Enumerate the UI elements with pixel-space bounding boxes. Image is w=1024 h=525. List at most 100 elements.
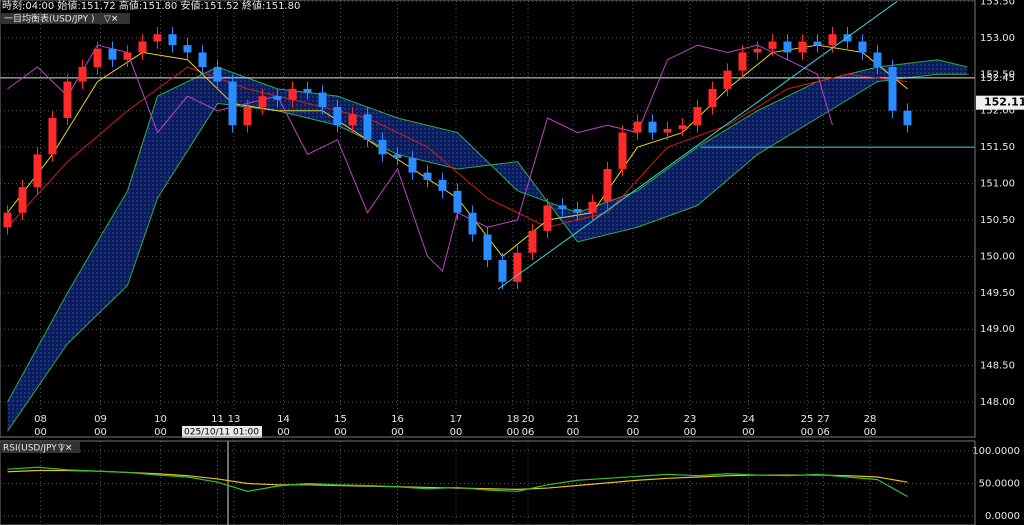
candle-body [408,158,417,173]
candle-body [633,121,642,133]
x-tick-sublabel: 00 [94,427,107,438]
candle-body [378,139,387,155]
y-tick-label: 150.00 [980,251,1015,262]
indicator-bar[interactable] [0,13,130,24]
candle-body [183,45,192,53]
candle-body [198,52,207,68]
rsi-bar[interactable] [0,442,80,453]
y-tick-label: 50.0000 [979,479,1020,490]
x-tick-label: 21 [567,414,580,425]
candle-body [393,154,402,159]
candle-body [573,209,582,213]
cloud-span [7,73,968,432]
x-tick-label: 23 [684,414,697,425]
x-tick-sublabel: 00 [277,427,290,438]
x-tick-label: 09 [94,414,107,425]
candle-body [738,52,747,71]
candle-body [303,88,312,93]
x-tick-sublabel: 00 [391,427,404,438]
last-price-box [976,95,1024,110]
x-tick-label: 17 [450,414,463,425]
x-tick-sublabel: 06 [817,427,830,438]
cloud-area [7,59,968,432]
candle-body [903,110,912,126]
x-tick-sublabel: 00 [334,427,347,438]
candle-body [33,154,42,188]
candle-body [63,81,72,118]
x-tick-label: 14 [277,414,290,425]
candle-body [813,41,822,46]
menu-icon[interactable]: ▽✕ [104,15,118,25]
x-tick-sublabel: 06 [522,427,535,438]
x-tick-sublabel: 00 [34,427,47,438]
candle-body [363,114,372,140]
candle-body [783,41,792,53]
indicator-line [7,44,833,272]
x-tick-sublabel: 00 [684,427,697,438]
candle-body [858,41,867,53]
x-tick-sublabel: 00 [742,427,755,438]
x-tick-label: 11 [211,414,224,425]
menu-icon[interactable]: ▽✕ [58,444,72,454]
candle-body [468,212,477,235]
y-tick-label: 151.00 [980,179,1015,190]
candle-body [558,205,567,210]
candle-body [693,107,702,126]
candle-body [213,67,222,82]
rsi-line [7,466,908,498]
candle-body [543,205,552,231]
candle-body [243,107,252,126]
rsi-frame [0,440,976,525]
y-tick-label: 148.50 [980,361,1015,372]
candle-body [48,117,57,155]
candle-body [348,114,357,126]
candle-body [843,34,852,42]
candle-body [153,34,162,42]
trendline [497,1,898,290]
candle-body [528,230,537,253]
candle-body [498,260,507,282]
x-tick-label: 22 [627,414,640,425]
candle-body [138,41,147,53]
candle-body [588,201,597,213]
y-tick-label: 153.50 [980,0,1015,7]
ohlc-info: 時刻:04:00 始値:151.72 高値:151.80 安値:151.52 終… [2,0,300,12]
candle-body [18,187,27,213]
y-tick-label: 148.00 [980,397,1015,408]
x-tick-sublabel: 00 [154,427,167,438]
candle-body [768,41,777,49]
x-tick-label: 16 [391,414,404,425]
candle-body [798,41,807,53]
candle-body [678,125,687,129]
hline-label: 152.45 [980,73,1015,84]
candle-body [168,34,177,46]
x-tick-sublabel: 00 [507,427,520,438]
candle-body [228,81,237,126]
y-tick-label: 149.50 [980,288,1015,299]
x-tick-label: 08 [34,414,47,425]
candle-body [273,96,282,100]
x-tick-sublabel: 00 [864,427,877,438]
candle-body [318,92,327,108]
y-tick-label: 153.00 [980,33,1015,44]
x-tick-label: 10 [154,414,167,425]
candle-body [663,128,672,133]
candle-body [333,107,342,126]
crosshair-label: 025/10/11 01:00 [184,428,259,438]
y-tick-label: 151.50 [980,142,1015,153]
candle-body [753,48,762,53]
x-tick-label: 25 [801,414,814,425]
candle-body [648,121,657,133]
rsi-title: RSI(USD/JPY ) [3,444,63,454]
x-tick-label: 28 [864,414,877,425]
candle-body [513,252,522,282]
candle-body [708,88,717,108]
crosshair-box [182,426,262,438]
candle-body [78,67,87,82]
candle-body [828,34,837,46]
indicator-line [7,66,908,228]
y-tick-label: 152.00 [980,106,1015,117]
x-tick-label: 27 [817,414,830,425]
candle-body [873,52,882,68]
